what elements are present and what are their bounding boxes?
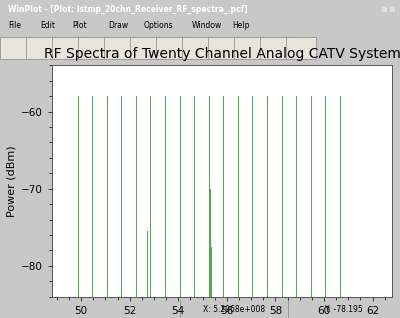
Text: X: 5.2968e+008: X: 5.2968e+008: [203, 305, 265, 314]
Text: Plot: Plot: [72, 22, 87, 31]
FancyBboxPatch shape: [78, 37, 108, 59]
Text: ■: ■: [389, 6, 395, 12]
FancyBboxPatch shape: [26, 37, 56, 59]
Text: Help: Help: [232, 22, 250, 31]
FancyBboxPatch shape: [182, 37, 212, 59]
Y-axis label: Power (dBm): Power (dBm): [7, 145, 17, 217]
Text: Edit: Edit: [40, 22, 55, 31]
Text: Options: Options: [144, 22, 174, 31]
FancyBboxPatch shape: [260, 37, 290, 59]
FancyBboxPatch shape: [0, 37, 30, 59]
FancyBboxPatch shape: [104, 37, 134, 59]
FancyBboxPatch shape: [52, 37, 82, 59]
FancyBboxPatch shape: [234, 37, 264, 59]
FancyBboxPatch shape: [156, 37, 186, 59]
Text: WinPlot - [Plot: lstmp_20chn_Receiver_RF_spectra_.pcf]: WinPlot - [Plot: lstmp_20chn_Receiver_RF…: [8, 4, 248, 14]
Text: Draw: Draw: [108, 22, 128, 31]
Text: Window: Window: [192, 22, 222, 31]
Text: Y: -78.195: Y: -78.195: [325, 305, 363, 314]
Text: ■: ■: [381, 6, 387, 12]
FancyBboxPatch shape: [130, 37, 160, 59]
FancyBboxPatch shape: [286, 37, 316, 59]
Title: RF Spectra of Twenty Channel Analog CATV System: RF Spectra of Twenty Channel Analog CATV…: [44, 47, 400, 61]
Text: File: File: [8, 22, 21, 31]
FancyBboxPatch shape: [208, 37, 238, 59]
